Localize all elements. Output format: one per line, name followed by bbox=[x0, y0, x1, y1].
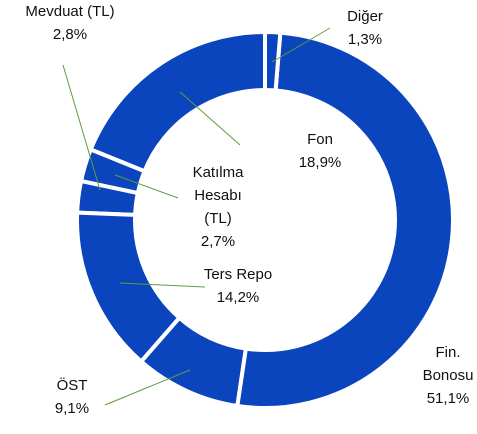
value-label: 9,1% bbox=[54, 400, 90, 417]
donut-segment bbox=[88, 29, 267, 174]
value-label: 1,3% bbox=[347, 31, 383, 48]
value-label: 2,7% bbox=[200, 233, 236, 250]
value-label: 2,8% bbox=[52, 26, 88, 43]
leader-line bbox=[271, 27, 331, 63]
donut-segment bbox=[235, 30, 455, 410]
value-label: 51,1% bbox=[426, 390, 470, 407]
value-label: 18,9% bbox=[298, 154, 342, 171]
category-label: Diğer bbox=[347, 8, 383, 25]
leader-line bbox=[104, 369, 191, 406]
category-label: Fin. Bonosu bbox=[422, 344, 474, 384]
category-label: Fon bbox=[307, 131, 333, 148]
value-label: 14,2% bbox=[216, 289, 260, 306]
category-label: Katılma Hesabı (TL) bbox=[192, 164, 244, 227]
donut-segment bbox=[75, 210, 183, 365]
leader-lines bbox=[62, 27, 331, 406]
leader-line bbox=[119, 282, 206, 288]
leader-line bbox=[114, 174, 179, 199]
leader-line bbox=[179, 91, 241, 146]
category-label: Mevduat (TL) bbox=[25, 3, 115, 20]
donut-segment bbox=[138, 315, 249, 409]
category-label: Ters Repo bbox=[203, 266, 273, 283]
category-label: ÖST bbox=[56, 377, 88, 394]
leader-line bbox=[62, 64, 101, 191]
